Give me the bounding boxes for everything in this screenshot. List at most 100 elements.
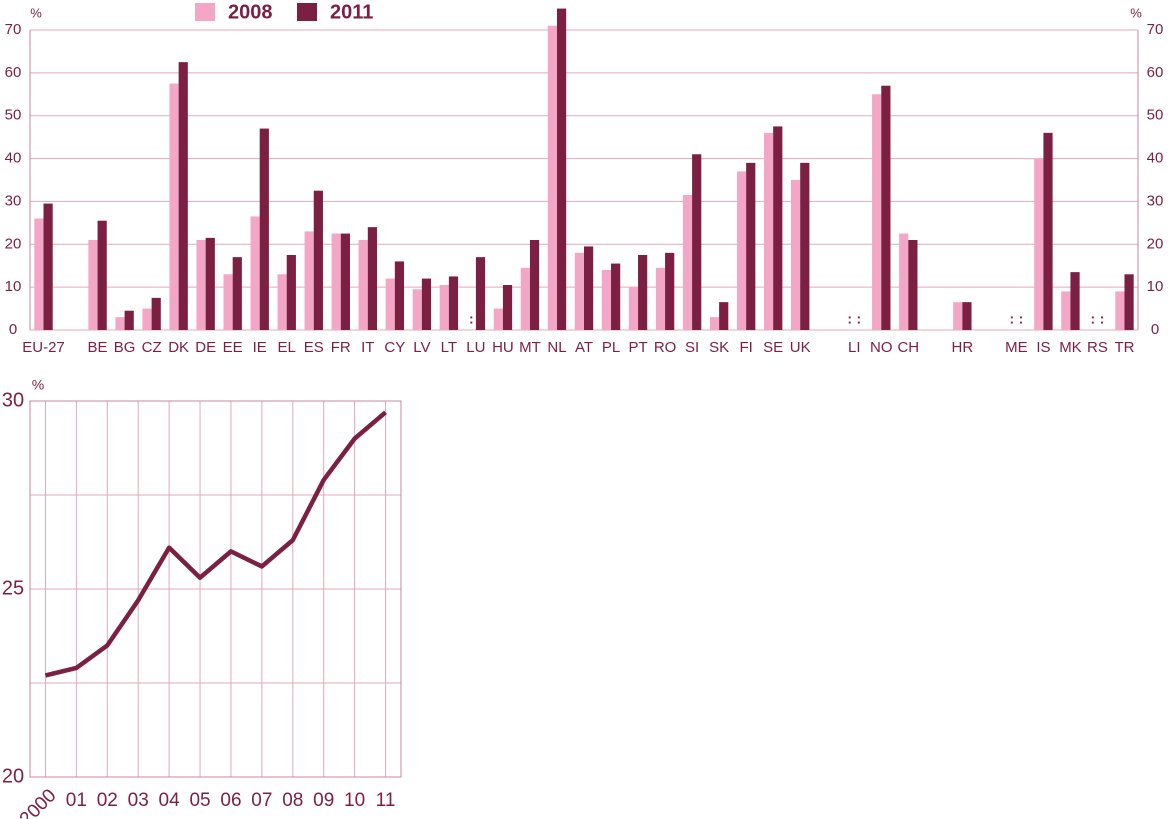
- x-tick-label: CZ: [142, 339, 162, 356]
- bar: [556, 8, 567, 330]
- bar: [205, 237, 215, 330]
- legend-swatch: [297, 3, 317, 21]
- x-tick-label: CY: [384, 339, 405, 356]
- bar: [962, 302, 972, 330]
- bar: [97, 220, 107, 330]
- x-tick-label: ME: [1005, 339, 1028, 356]
- missing-label: :: [1019, 311, 1024, 327]
- y-tick-label: 30: [2, 389, 24, 411]
- bar: [286, 255, 296, 330]
- y-tick-label: 50: [1147, 107, 1164, 124]
- x-tick-label: 2000: [16, 785, 61, 819]
- bar: [151, 297, 161, 330]
- missing-label: :: [857, 311, 862, 327]
- bar: [178, 62, 188, 331]
- bar: [43, 203, 53, 330]
- bar: [872, 94, 882, 331]
- x-tick-label: RO: [654, 339, 677, 356]
- bar: [448, 276, 459, 330]
- x-tick-label: BE: [88, 339, 108, 356]
- x-tick-label: NO: [870, 339, 893, 356]
- bar: [304, 231, 314, 330]
- x-tick-label: SI: [685, 339, 699, 356]
- x-tick-label: HR: [952, 339, 974, 356]
- bar: [385, 278, 395, 330]
- y-tick-label: 0: [1151, 321, 1159, 338]
- x-tick-label: MK: [1059, 339, 1082, 356]
- bar: [1115, 291, 1125, 330]
- bar: [412, 289, 422, 330]
- x-tick-label: EU-27: [22, 339, 65, 356]
- bar: [493, 308, 503, 330]
- x-tick-label: ES: [304, 339, 324, 356]
- bar: [665, 252, 675, 330]
- bar: [259, 128, 269, 330]
- x-tick-label: LU: [466, 339, 485, 356]
- x-tick-label: 02: [97, 790, 118, 811]
- missing-label: :: [847, 311, 852, 327]
- bar: [547, 25, 557, 330]
- y-tick-label: 50: [5, 107, 22, 124]
- x-tick-label: HU: [492, 339, 514, 356]
- y-tick-label: 20: [1147, 235, 1164, 252]
- bar: [1043, 132, 1053, 330]
- x-tick-label: 01: [66, 790, 87, 811]
- x-tick-label: MT: [519, 339, 541, 356]
- bar: [584, 246, 594, 330]
- x-tick-label: DE: [195, 339, 216, 356]
- bar: [601, 270, 612, 330]
- x-tick-label: BG: [114, 339, 136, 356]
- bar: [1061, 291, 1071, 330]
- x-tick-label: 08: [282, 790, 303, 811]
- x-tick-label: IE: [253, 339, 267, 356]
- bar: [763, 132, 774, 330]
- bar: [169, 83, 179, 330]
- x-tick-label: SE: [763, 339, 783, 356]
- bar: [340, 233, 350, 330]
- bar: [124, 310, 134, 330]
- y-tick-label: 30: [5, 192, 22, 209]
- y-tick-label: 20: [5, 235, 22, 252]
- y-tick-label: 40: [1147, 150, 1164, 167]
- bar: [1070, 272, 1080, 330]
- x-tick-label: UK: [790, 339, 811, 356]
- x-tick-label: DK: [168, 339, 189, 356]
- bar: [88, 240, 98, 330]
- y-unit: %: [32, 377, 44, 393]
- x-tick-label: 04: [159, 790, 181, 811]
- y-tick-label: 20: [2, 765, 24, 787]
- plot-frame: [29, 400, 402, 778]
- bar: [223, 274, 233, 330]
- bar: [611, 263, 621, 330]
- bar: [502, 285, 513, 330]
- y-tick-label: 40: [5, 150, 22, 167]
- bar: [692, 154, 702, 330]
- bar: [682, 195, 693, 330]
- y-tick-label: 10: [5, 278, 22, 295]
- x-tick-label: LI: [848, 339, 861, 356]
- x-tick-label: PT: [628, 339, 647, 356]
- bar: [331, 233, 341, 330]
- bar: [628, 287, 639, 330]
- x-tick-label: FI: [739, 339, 752, 356]
- y-unit: %: [30, 5, 42, 20]
- x-tick-label: EL: [278, 339, 296, 356]
- y-tick-label: 70: [1147, 21, 1164, 38]
- bar: [638, 255, 648, 330]
- x-tick-label: IT: [361, 339, 374, 356]
- missing-label: :: [469, 311, 474, 327]
- legend-swatch: [195, 3, 215, 21]
- bar: [394, 261, 405, 330]
- x-tick-label: 03: [128, 790, 149, 811]
- bar: [439, 285, 449, 330]
- x-tick-label: 07: [251, 790, 272, 811]
- x-tick-label: IS: [1036, 339, 1050, 356]
- bar: [655, 267, 666, 330]
- bar: [953, 302, 963, 330]
- x-tick-label: CH: [897, 339, 919, 356]
- x-tick-label: SK: [709, 339, 729, 356]
- bar: [800, 162, 810, 330]
- x-tick-label: 11: [376, 790, 396, 811]
- bar: [367, 227, 377, 330]
